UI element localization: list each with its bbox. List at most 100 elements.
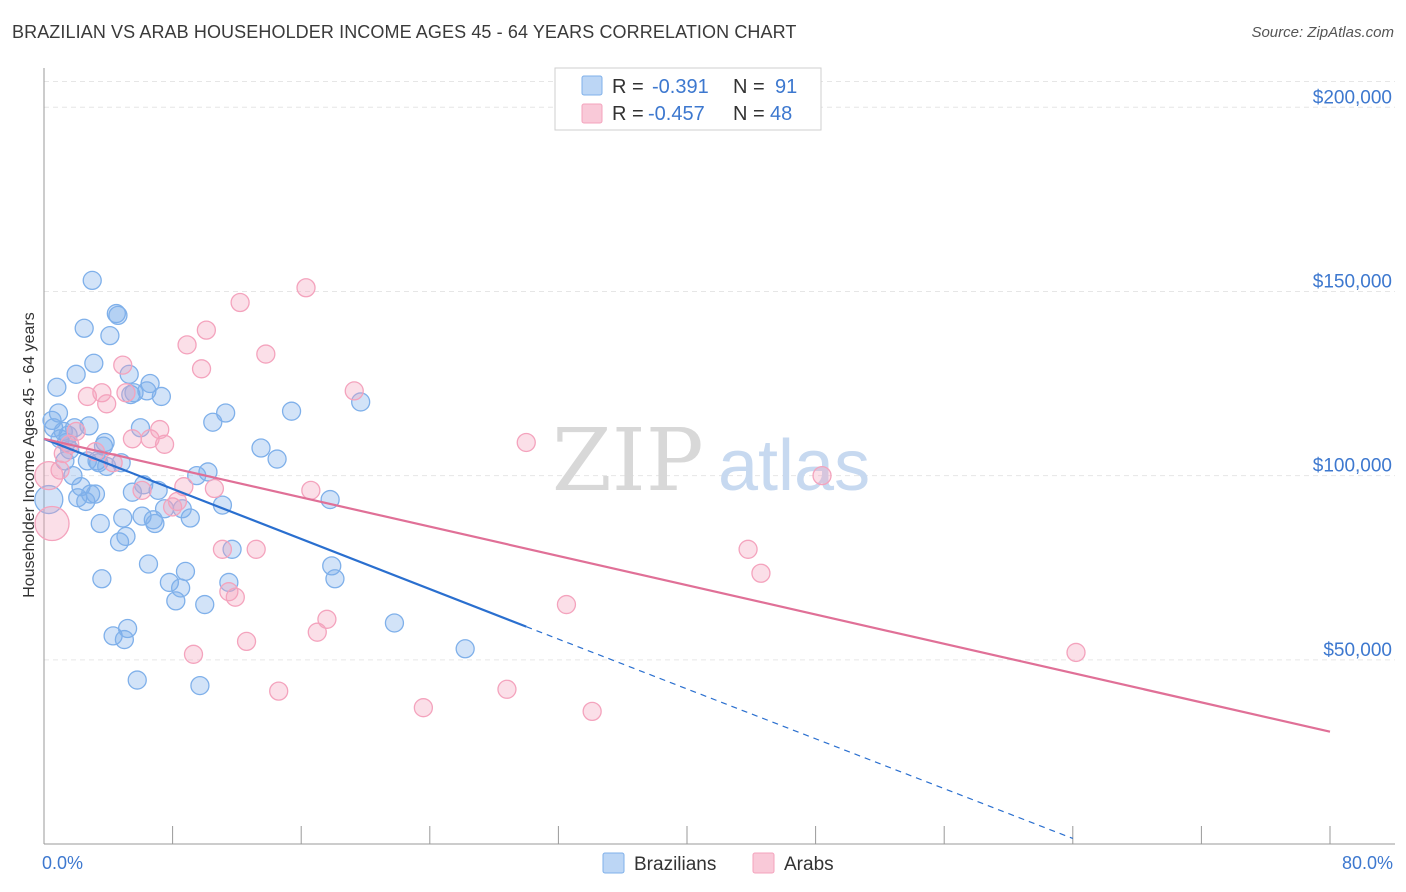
x-tick-label-0: 0.0% bbox=[42, 853, 83, 873]
point-arabs-8 bbox=[92, 383, 112, 403]
point-brazilians-39 bbox=[116, 526, 136, 547]
point-brazilians-20 bbox=[80, 484, 101, 504]
point-arabs-36 bbox=[307, 622, 327, 642]
point-brazilians-37 bbox=[113, 508, 133, 528]
point-brazilians-64 bbox=[190, 675, 210, 696]
point-arabs-25 bbox=[204, 478, 225, 499]
x-tick-labels: 0.0% 80.0% bbox=[42, 853, 1393, 873]
point-brazilians-80 bbox=[455, 639, 475, 659]
y-axis-label: Householder Income Ages 45 - 64 years bbox=[21, 312, 38, 598]
point-brazilians-69 bbox=[215, 403, 236, 423]
bottom-legend-swatch-arabs bbox=[752, 852, 775, 874]
point-brazilians-31 bbox=[100, 325, 120, 346]
point-arabs-24 bbox=[196, 320, 217, 340]
legend-n-label-brazilians: N = bbox=[733, 76, 765, 98]
point-arabs-35 bbox=[301, 480, 321, 501]
point-brazilians-51 bbox=[140, 373, 160, 394]
point-brazilians-22 bbox=[84, 353, 104, 373]
point-arabs-13 bbox=[122, 429, 143, 449]
legend-r-value-brazilians: -0.391 bbox=[652, 76, 709, 98]
point-brazilians-3 bbox=[47, 377, 67, 397]
series-brazilians bbox=[34, 270, 475, 696]
point-brazilians-40 bbox=[117, 618, 138, 639]
point-brazilians-79 bbox=[384, 613, 405, 633]
point-brazilians-74 bbox=[281, 401, 302, 421]
point-arabs-28 bbox=[225, 587, 245, 607]
legend: R = -0.391 N = 91 R = -0.457 N = 48 bbox=[554, 67, 822, 131]
point-brazilians-26 bbox=[90, 513, 110, 534]
trend-extension-brazilians bbox=[526, 626, 1074, 840]
y-tick-label-1: $100,000 bbox=[1313, 456, 1392, 477]
trend-line-arabs bbox=[43, 437, 1331, 733]
bottom-legend-brazilians: Brazilians bbox=[634, 854, 716, 875]
legend-r-label-brazilians: R = bbox=[612, 76, 644, 98]
point-arabs-38 bbox=[344, 381, 364, 401]
point-arabs-2 bbox=[50, 460, 70, 480]
point-arabs-42 bbox=[556, 594, 577, 615]
point-brazilians-62 bbox=[180, 508, 200, 528]
point-arabs-17 bbox=[154, 434, 175, 454]
point-arabs-47 bbox=[1066, 642, 1086, 663]
bottom-legend-swatch-brazilians bbox=[602, 852, 625, 874]
legend-n-value-brazilians: 91 bbox=[775, 76, 797, 98]
point-arabs-22 bbox=[183, 644, 204, 664]
point-brazilians-21 bbox=[82, 270, 102, 291]
point-brazilians-78 bbox=[351, 392, 371, 412]
y-tick-label-3: $200,000 bbox=[1313, 87, 1392, 108]
watermark-atlas: atlas bbox=[718, 426, 870, 506]
point-brazilians-72 bbox=[251, 438, 271, 458]
point-arabs-46 bbox=[812, 465, 832, 486]
point-brazilians-59 bbox=[170, 578, 191, 598]
point-arabs-45 bbox=[751, 563, 771, 583]
point-brazilians-73 bbox=[267, 449, 287, 469]
grid-lines bbox=[44, 80, 1395, 661]
point-arabs-29 bbox=[230, 292, 250, 313]
y-tick-label-0: $50,000 bbox=[1323, 640, 1392, 661]
point-arabs-39 bbox=[413, 698, 434, 718]
point-brazilians-43 bbox=[122, 482, 143, 502]
y-tick-labels: $50,000 $100,000 $150,000 $200,000 bbox=[1313, 87, 1392, 661]
point-arabs-16 bbox=[150, 419, 170, 440]
bottom-legend: Brazilians Arabs bbox=[602, 852, 834, 875]
point-brazilians-34 bbox=[108, 305, 128, 326]
point-brazilians-16 bbox=[74, 318, 94, 338]
legend-swatch-arabs bbox=[581, 103, 603, 124]
legend-n-label-arabs: N = bbox=[733, 103, 765, 125]
point-brazilians-45 bbox=[127, 670, 147, 690]
point-arabs-33 bbox=[269, 681, 289, 701]
legend-r-label-arabs: R = bbox=[612, 103, 644, 125]
point-arabs-34 bbox=[296, 278, 316, 298]
point-arabs-21 bbox=[177, 335, 197, 355]
point-brazilians-53 bbox=[145, 513, 165, 534]
point-brazilians-23 bbox=[85, 484, 106, 504]
point-arabs-6 bbox=[77, 386, 98, 407]
point-arabs-26 bbox=[212, 539, 233, 559]
point-brazilians-4 bbox=[48, 403, 69, 423]
point-brazilians-50 bbox=[138, 554, 159, 574]
point-brazilians-55 bbox=[151, 386, 171, 407]
point-arabs-9 bbox=[97, 394, 117, 414]
point-arabs-37 bbox=[317, 609, 337, 629]
point-brazilians-38 bbox=[114, 629, 135, 650]
point-brazilians-13 bbox=[66, 364, 86, 384]
legend-r-value-arabs: -0.457 bbox=[648, 103, 705, 125]
legend-n-value-arabs: 48 bbox=[770, 103, 792, 125]
point-arabs-40 bbox=[497, 679, 517, 699]
watermark: ZIP atlas bbox=[552, 411, 870, 511]
point-arabs-11 bbox=[113, 355, 133, 375]
point-brazilians-57 bbox=[159, 572, 180, 593]
point-brazilians-27 bbox=[92, 569, 112, 589]
legend-swatch-brazilians bbox=[581, 75, 603, 96]
y-tick-label-2: $150,000 bbox=[1313, 271, 1392, 292]
point-arabs-0 bbox=[34, 460, 64, 491]
axes bbox=[43, 68, 1395, 845]
point-arabs-12 bbox=[116, 383, 136, 403]
point-brazilians-65 bbox=[195, 594, 215, 615]
point-arabs-14 bbox=[132, 480, 152, 501]
point-arabs-30 bbox=[236, 631, 257, 652]
point-brazilians-46 bbox=[130, 418, 151, 438]
trend-line-brazilians bbox=[43, 437, 527, 628]
point-arabs-1 bbox=[34, 505, 70, 542]
chart-title: BRAZILIAN VS ARAB HOUSEHOLDER INCOME AGE… bbox=[12, 22, 797, 42]
